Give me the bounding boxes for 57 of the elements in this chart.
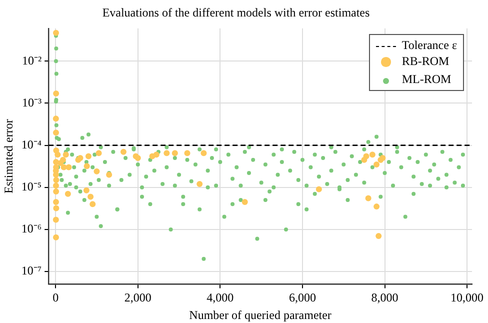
point: [84, 163, 90, 170]
y-tick-label: 10⁻⁷: [21, 264, 42, 278]
point: [200, 150, 207, 156]
point: [86, 153, 92, 160]
point: [64, 190, 71, 197]
x-tick-label: 6,000: [288, 290, 316, 305]
point: [52, 198, 59, 205]
point: [106, 172, 112, 178]
x-tick-label: 4,000: [206, 290, 234, 305]
y-tick-label: 10⁻⁶: [21, 222, 42, 236]
y-tick-label: 10⁻²: [22, 53, 42, 68]
point: [83, 187, 90, 194]
point: [374, 204, 380, 210]
point: [120, 148, 126, 155]
x-tick-label: 2,000: [124, 290, 152, 305]
point: [196, 181, 203, 188]
point: [96, 150, 102, 156]
point: [184, 150, 190, 156]
y-axis-title: Estimated error: [1, 119, 16, 194]
point: [53, 90, 60, 97]
point: [365, 195, 372, 202]
point: [53, 188, 60, 194]
point: [316, 186, 322, 192]
point: [363, 153, 370, 160]
point: [52, 182, 59, 189]
point: [164, 150, 170, 156]
point: [88, 194, 94, 200]
y-tick-label: 10⁻³: [22, 95, 42, 110]
point: [52, 234, 59, 240]
point: [52, 216, 59, 223]
y-tick-label: 10⁻⁴: [21, 137, 42, 152]
point: [242, 198, 248, 205]
point: [62, 152, 69, 158]
point: [374, 161, 380, 168]
point: [369, 152, 376, 158]
legend-label: RB-ROM: [400, 53, 450, 70]
point: [53, 176, 60, 183]
x-tick-label: 0: [52, 290, 59, 305]
x-axis-title: Number of queried parameter: [189, 308, 332, 322]
point: [376, 232, 382, 239]
point: [172, 150, 178, 156]
legend-label: Tolerance ε: [400, 37, 457, 54]
point: [53, 205, 60, 212]
point: [60, 156, 66, 163]
point: [52, 130, 59, 136]
x-tick-label: 8,000: [371, 290, 398, 305]
point: [90, 201, 96, 208]
point: [153, 152, 160, 158]
legend-label: ML-ROM: [400, 70, 452, 88]
point: [94, 168, 100, 174]
point: [54, 152, 61, 158]
point: [52, 30, 59, 36]
point: [52, 116, 59, 122]
chart-title: Evaluations of the different models with error estimates: [102, 5, 370, 20]
y-tick-label: 10⁻⁵: [21, 180, 42, 194]
x-tick-label: 10,000: [450, 290, 484, 305]
point: [60, 164, 67, 170]
